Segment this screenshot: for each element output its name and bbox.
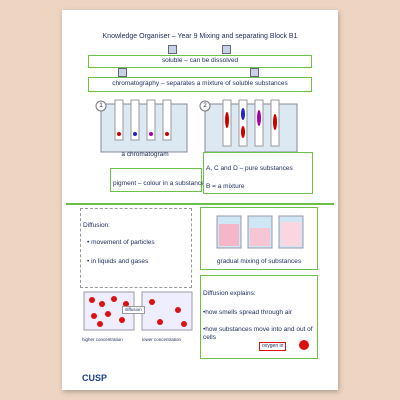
explains-line: •how smells spread through air bbox=[203, 309, 292, 316]
pure-box: A, C and D – pure substances B = a mixtu… bbox=[203, 152, 313, 194]
diagram-label: lower concentration bbox=[142, 337, 182, 342]
pigment-box: pigment – colour in a substance bbox=[110, 168, 205, 192]
explains-heading: Diffusion explains: bbox=[203, 290, 256, 297]
diffusion-heading: Diffusion: bbox=[83, 222, 110, 229]
bullet: • movement of particles bbox=[87, 239, 155, 246]
step-number: 1 bbox=[99, 102, 103, 109]
icon bbox=[222, 45, 231, 54]
explains-line: •how substances move into and out of cel… bbox=[203, 326, 313, 341]
cell-icon bbox=[299, 340, 309, 350]
beakers bbox=[216, 215, 304, 249]
chromatography-box: chromatography – separates a mixture of … bbox=[88, 77, 312, 92]
gradual-text: gradual mixing of substances bbox=[216, 258, 302, 265]
diagram-label: diffusion bbox=[122, 306, 145, 314]
step-number: 2 bbox=[203, 102, 207, 109]
bullet: • in liquids and gases bbox=[87, 258, 149, 265]
icon bbox=[118, 68, 127, 77]
pure-text: A, C and D – pure substances bbox=[206, 165, 293, 172]
mixture-text: B = a mixture bbox=[206, 183, 245, 190]
diffusion-box: Diffusion: • movement of particles • in … bbox=[80, 208, 192, 288]
callout: oxygen in bbox=[259, 342, 287, 351]
chromatogram-label: a chromatogram bbox=[121, 151, 169, 158]
title: Knowledge Organiser – Year 9 Mixing and … bbox=[102, 33, 298, 40]
divider bbox=[66, 203, 334, 205]
diagram-label: higher concentration bbox=[82, 337, 123, 342]
icon bbox=[168, 45, 177, 54]
logo: CUSP bbox=[82, 373, 108, 383]
chromatogram-diagram bbox=[95, 99, 298, 153]
chromatography-text: chromatography – separates a mixture of … bbox=[112, 80, 288, 87]
explains-box: Diffusion explains: •how smells spread t… bbox=[200, 275, 318, 359]
icon bbox=[250, 68, 259, 77]
soluble-box: soluble – can be dissolved bbox=[88, 55, 312, 68]
soluble-text: soluble – can be dissolved bbox=[161, 57, 239, 64]
bullet-text: in liquids and gases bbox=[91, 258, 149, 265]
pigment-text: pigment – colour in a substance bbox=[113, 180, 205, 187]
gradual-box: gradual mixing of substances bbox=[200, 207, 318, 270]
bullet-text: movement of particles bbox=[91, 239, 155, 246]
